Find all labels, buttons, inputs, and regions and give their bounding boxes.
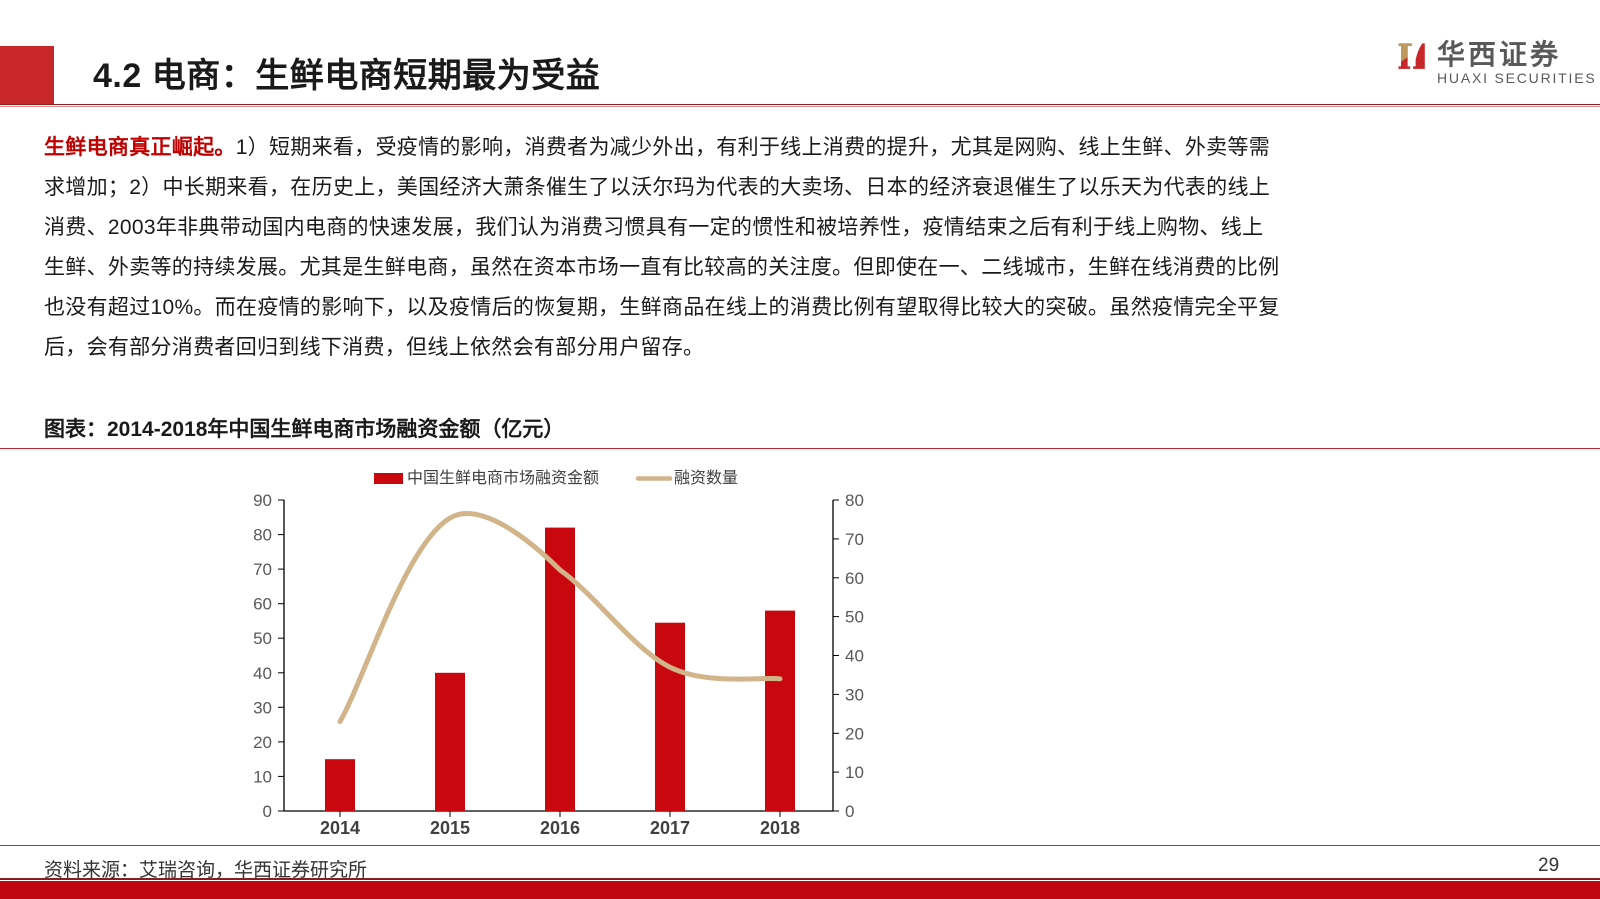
svg-text:80: 80 bbox=[253, 526, 272, 545]
svg-text:2015: 2015 bbox=[430, 818, 470, 838]
svg-text:60: 60 bbox=[845, 569, 864, 588]
svg-text:2014: 2014 bbox=[320, 818, 360, 838]
svg-text:10: 10 bbox=[845, 763, 864, 782]
svg-text:50: 50 bbox=[253, 629, 272, 648]
svg-text:30: 30 bbox=[845, 685, 864, 704]
svg-text:40: 40 bbox=[253, 664, 272, 683]
svg-text:30: 30 bbox=[253, 698, 272, 717]
svg-text:20: 20 bbox=[845, 724, 864, 743]
svg-text:中国生鲜电商市场融资金额: 中国生鲜电商市场融资金额 bbox=[407, 469, 599, 487]
svg-text:10: 10 bbox=[253, 767, 272, 786]
svg-text:0: 0 bbox=[263, 802, 272, 821]
svg-text:0: 0 bbox=[845, 802, 854, 821]
svg-text:70: 70 bbox=[253, 560, 272, 579]
svg-text:90: 90 bbox=[253, 491, 272, 510]
svg-text:20: 20 bbox=[253, 733, 272, 752]
svg-text:融资数量: 融资数量 bbox=[674, 469, 738, 487]
svg-text:2017: 2017 bbox=[650, 818, 690, 838]
svg-text:2018: 2018 bbox=[760, 818, 800, 838]
svg-text:80: 80 bbox=[845, 491, 864, 510]
svg-text:2016: 2016 bbox=[540, 818, 580, 838]
svg-text:70: 70 bbox=[845, 530, 864, 549]
svg-text:40: 40 bbox=[845, 647, 864, 666]
svg-text:60: 60 bbox=[253, 595, 272, 614]
svg-text:50: 50 bbox=[845, 608, 864, 627]
